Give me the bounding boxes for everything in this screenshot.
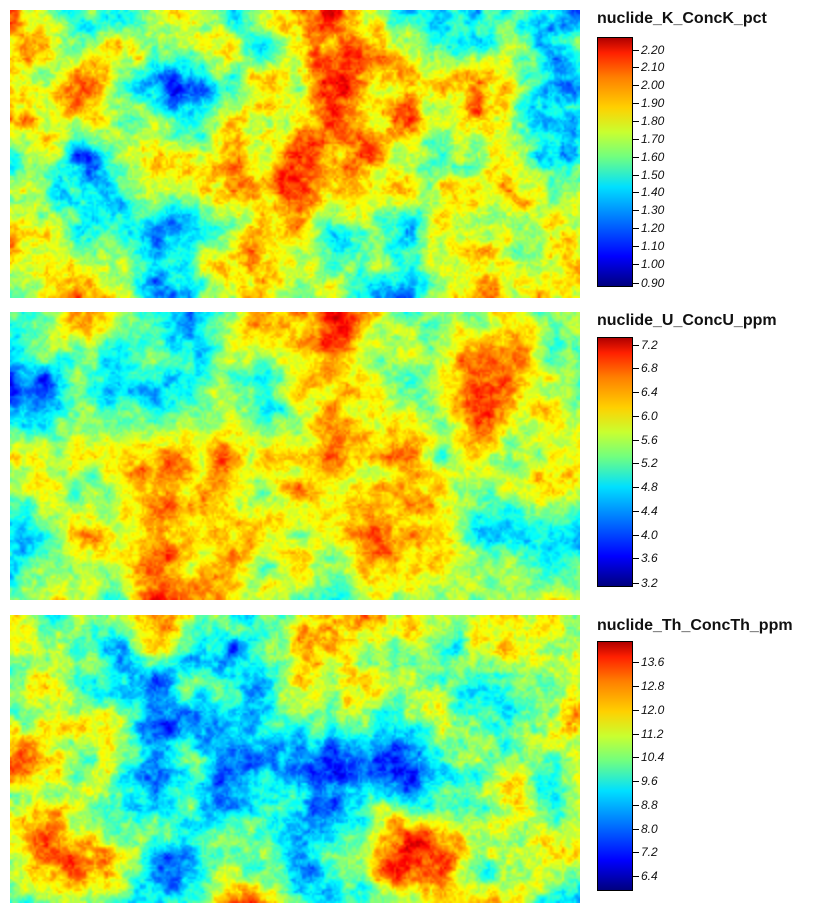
raster-th: [10, 615, 580, 903]
colorbar-tick: [633, 733, 639, 735]
panel-th: nuclide_Th_ConcTh_ppm 13.6 12.8 12.0 11.2 10…: [0, 603, 820, 908]
colorbar-tick-label: 1.40: [641, 185, 665, 200]
colorbar-tick: [633, 344, 639, 346]
colorbar-tick-label: 1.70: [641, 131, 665, 146]
colorbar-tick-label: 2.00: [641, 78, 665, 93]
legend-title-u: nuclide_U_ConcU_ppm: [597, 312, 777, 329]
colorbar-tick-label: 1.00: [641, 256, 665, 271]
colorbar-tick: [633, 852, 639, 854]
colorbar-tick-label: 5.2: [641, 456, 658, 471]
colorbar-tick: [633, 781, 639, 782]
colorbar-tick-label: 7.2: [641, 845, 658, 860]
colorbar-tick-label: 12.8: [641, 679, 665, 693]
colorbar-tick-label: 13.6: [641, 655, 665, 670]
colorbar-tick: [633, 392, 639, 393]
colorbar-tick-label: 1.50: [641, 167, 665, 182]
colorbar-tick-label: 11.2: [641, 726, 664, 741]
colorbar-tick: [633, 415, 639, 417]
map-k-concentration[interactable]: [10, 10, 580, 298]
colorbar-th: [597, 641, 633, 891]
colorbar-tick: [633, 686, 639, 687]
colorbar-tick: [633, 174, 639, 176]
colorbar-tick-label: 0.90: [641, 276, 665, 291]
colorbar-tick-label: 12.0: [641, 702, 665, 717]
colorbar-tick: [633, 228, 639, 229]
colorbar-tick: [633, 709, 639, 711]
map-u-concentration[interactable]: [10, 312, 580, 600]
colorbar-tick-label: 5.6: [641, 432, 658, 447]
colorbar-tick: [633, 246, 639, 247]
colorbar-tick: [633, 558, 639, 560]
panel-u: nuclide_U_ConcU_ppm 7.2 6.8 6.4 6.0 5.6 5.2 4.…: [0, 300, 820, 603]
colorbar-tick: [633, 263, 639, 265]
colorbar-tick-label: 1.90: [641, 96, 665, 110]
colorbar-tick: [633, 67, 639, 69]
colorbar-tick: [633, 156, 639, 158]
legend-title-th: nuclide_Th_ConcTh_ppm: [597, 617, 793, 634]
colorbar-tick: [633, 876, 639, 877]
colorbar-tick-label: 1.60: [641, 149, 665, 164]
colorbar-tick: [633, 662, 639, 664]
colorbar-tick-label: 4.4: [641, 503, 658, 518]
colorbar-tick: [633, 583, 639, 585]
colorbar-tick-label: 10.4: [641, 750, 665, 765]
colorbar-tick: [633, 439, 639, 441]
colorbar-tick-label: 7.2: [641, 337, 658, 352]
colorbar-tick: [633, 757, 639, 759]
colorbar-tick: [633, 368, 639, 370]
colorbar-tick: [633, 138, 639, 140]
colorbar-tick: [633, 121, 639, 122]
colorbar-tick-label: 1.20: [641, 221, 665, 235]
colorbar-tick-label: 4.0: [641, 527, 658, 542]
colorbar-tick-label: 8.0: [641, 821, 658, 836]
colorbar-tick-label: 6.4: [641, 385, 658, 399]
colorbar-tick-label: 3.2: [641, 576, 658, 591]
raster-k: [10, 10, 580, 298]
colorbar-tick: [633, 85, 639, 87]
colorbar-tick-label: 1.30: [641, 203, 665, 218]
colorbar-tick-label: 1.10: [641, 239, 665, 253]
colorbar-tick-label: 6.8: [641, 361, 658, 376]
legend-title-k: nuclide_K_ConcK_pct: [597, 10, 767, 27]
colorbar-tick: [633, 804, 639, 806]
colorbar-tick-label: 3.6: [641, 551, 658, 566]
colorbar-tick-label: 8.8: [641, 797, 658, 812]
colorbar-tick-label: 1.80: [641, 114, 665, 128]
panel-k: nuclide_K_ConcK_pct 2.20 2.10 2.00 1.90 1.80…: [0, 0, 820, 300]
colorbar-tick: [633, 534, 639, 536]
colorbar-tick: [633, 210, 639, 212]
colorbar-tick-label: 6.4: [641, 869, 658, 883]
colorbar-tick-label: 2.10: [641, 60, 665, 75]
colorbar-tick-label: 4.8: [641, 480, 658, 494]
colorbar-tick: [633, 510, 639, 512]
colorbar-tick: [633, 463, 639, 465]
colorbar-tick-label: 2.20: [641, 42, 665, 57]
colorbar-tick: [633, 283, 639, 285]
colorbar-tick-label: 9.6: [641, 774, 658, 788]
map-th-concentration[interactable]: [10, 615, 580, 903]
colorbar-u: [597, 337, 633, 587]
colorbar-tick: [633, 49, 639, 51]
raster-u: [10, 312, 580, 600]
colorbar-tick: [633, 192, 639, 194]
colorbar-tick-label: 6.0: [641, 408, 658, 423]
colorbar-tick: [633, 103, 639, 104]
colorbar-tick: [633, 487, 639, 488]
colorbar-tick: [633, 828, 639, 830]
colorbar-k: [597, 37, 633, 287]
